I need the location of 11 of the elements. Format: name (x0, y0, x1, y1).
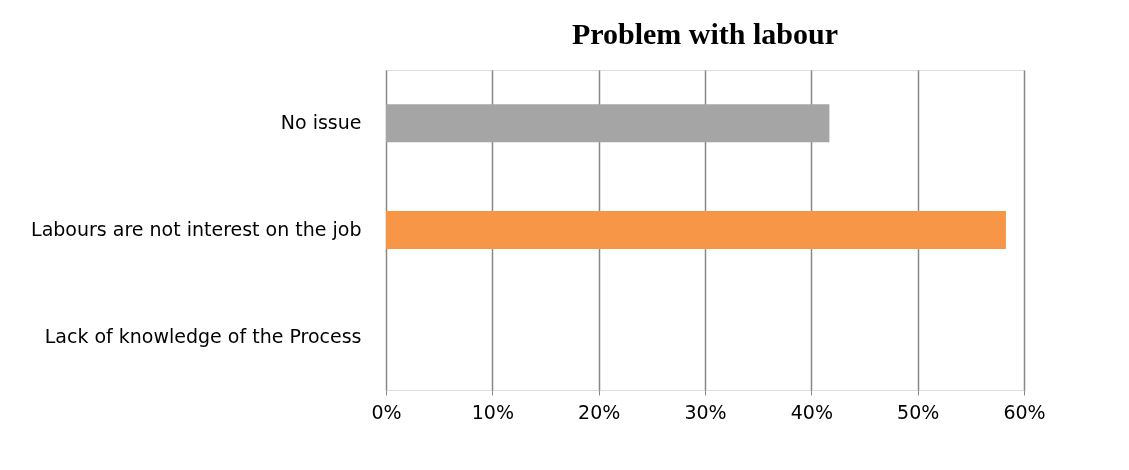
x-tick-label: 0% (371, 400, 402, 423)
y-tick-label: No issue (280, 111, 362, 134)
y-tick-label: Labours are not interest on the job (31, 218, 362, 240)
x-tick-label: 50% (897, 400, 940, 423)
x-tick-label: 10% (471, 400, 514, 423)
chart-title: Problem with labour (571, 17, 839, 50)
x-tick-label: 60% (1003, 400, 1046, 423)
x-tick-label: 30% (684, 400, 727, 423)
x-tick-label: 20% (578, 400, 621, 423)
y-tick-label: Lack of knowledge of the Process (44, 324, 362, 347)
x-tick-label: 40% (790, 400, 833, 423)
